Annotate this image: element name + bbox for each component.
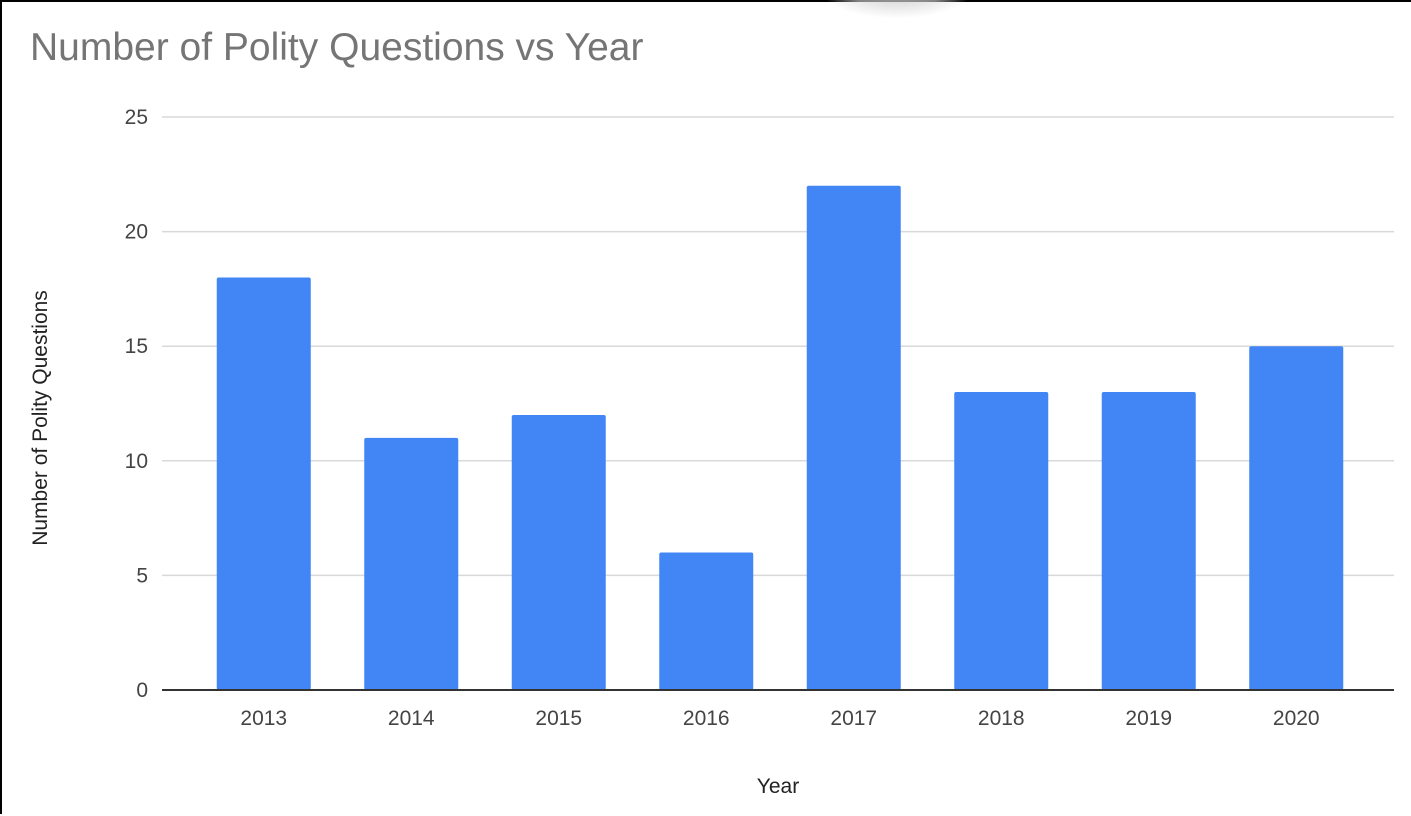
x-tick-label: 2018 <box>978 707 1025 730</box>
y-tick-label: 20 <box>125 221 148 244</box>
y-tick-label: 0 <box>136 679 148 702</box>
bar-2019 <box>1101 392 1196 690</box>
x-tick-label: 2019 <box>1125 707 1172 730</box>
gridlines <box>162 116 1394 577</box>
x-axis-title: Year <box>757 775 799 798</box>
x-tick-label: 2013 <box>240 707 287 730</box>
y-tick-label: 10 <box>125 450 148 473</box>
bar-2015 <box>511 414 606 690</box>
bar-2018 <box>954 392 1049 690</box>
x-tick-label: 2015 <box>535 707 582 730</box>
bar-2020 <box>1249 346 1344 690</box>
bar-2017 <box>806 185 901 690</box>
y-tick-label: 15 <box>125 335 148 358</box>
bar-2016 <box>659 552 754 690</box>
bars <box>216 185 1344 690</box>
x-tick-labels: 2013 2014 2015 2016 2017 2018 2019 2020 <box>240 707 1319 730</box>
top-shadow-decoration <box>822 0 972 18</box>
y-axis-title: Number of Polity Questions <box>29 290 52 546</box>
x-tick-label: 2014 <box>388 707 435 730</box>
y-tick-label: 5 <box>136 564 148 587</box>
bar-2013 <box>216 277 311 690</box>
x-tick-label: 2017 <box>830 707 877 730</box>
bar-2014 <box>364 437 459 690</box>
x-tick-label: 2020 <box>1273 707 1320 730</box>
x-tick-label: 2016 <box>683 707 730 730</box>
y-tick-labels: 0 5 10 15 20 25 <box>125 106 148 702</box>
y-tick-label: 25 <box>125 106 148 129</box>
chart-title: Number of Polity Questions vs Year <box>30 26 644 69</box>
